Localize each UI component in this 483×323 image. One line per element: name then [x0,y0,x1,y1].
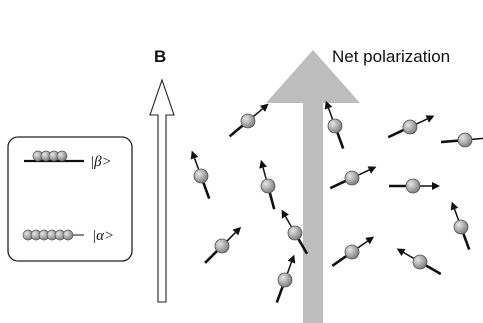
beta-state-label: |β> [90,154,112,170]
field-label: B [154,47,166,66]
alpha-population-sphere [62,229,74,241]
energy-box-frame [7,136,133,262]
spin-sphere-icon [190,150,211,199]
beta-level-population [32,150,68,162]
net-polarization-label: Net polarization [332,47,450,66]
alpha-level-population [22,229,74,241]
spin-sphere-icon [259,159,276,210]
spin-sphere-icon [324,100,345,149]
alpha-state-label: |α> [92,228,114,244]
spin-ensemble [190,100,483,303]
spin-sphere-icon [450,201,471,250]
spin-sphere-icon [281,209,309,255]
spin-sphere-icon [204,226,242,264]
field-arrow-icon [149,78,175,303]
spin-sphere-icon [331,236,375,267]
spin-sphere-icon [440,132,483,148]
spin-sphere-icon [275,254,296,303]
spin-sphere-icon [387,115,435,139]
spin-sphere-icon [228,103,269,138]
net-polarization-arrow-icon [266,50,360,323]
spin-sphere-icon [396,248,442,276]
energy-level-box: |β> |α> [7,136,133,262]
beta-population-sphere [56,150,68,162]
spin-sphere-icon [329,166,377,190]
spin-sphere-icon [389,178,440,194]
